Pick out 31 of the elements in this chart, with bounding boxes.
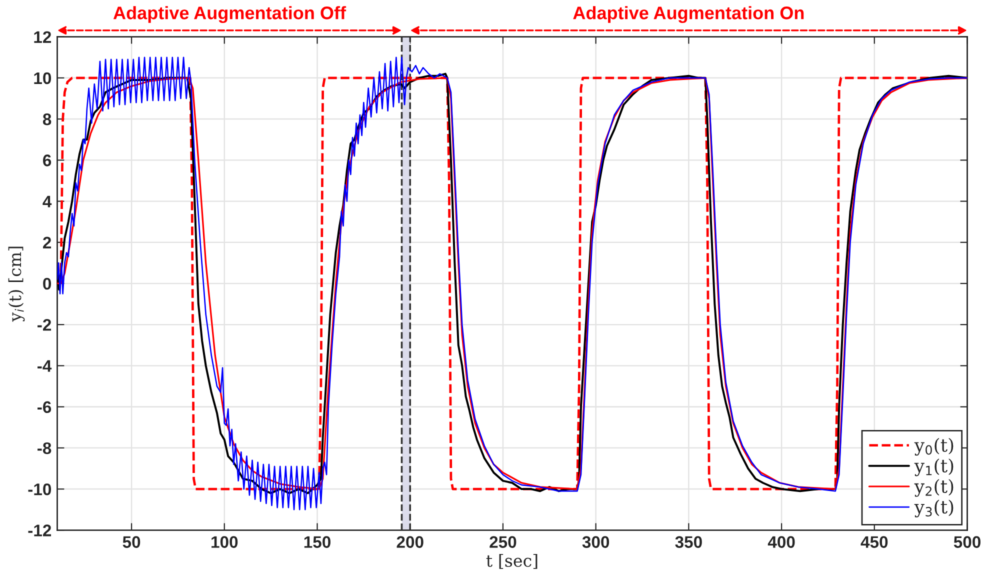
x-axis-title: t [sec]: [486, 554, 538, 569]
y-tick-label: 2: [43, 236, 52, 248]
y-tick-label: -12: [28, 524, 52, 536]
x-tick-label: 200: [396, 536, 424, 548]
legend-label: y$_{2}$(t): [914, 479, 954, 497]
text: Adaptive Augmentation On: [573, 6, 804, 23]
x-tick-label: 500: [954, 536, 980, 548]
y-tick-label: 4: [42, 196, 52, 208]
text: Adaptive Augmentation Off: [113, 6, 346, 23]
y-tick-label: 12: [34, 31, 52, 43]
y-tick-label: -10: [28, 483, 52, 496]
legend-label: y$_{3}$(t): [914, 500, 954, 518]
x-tick-label: 150: [304, 536, 330, 548]
x-tick-label: 300: [582, 536, 610, 548]
y-tick-label: -2: [38, 318, 52, 331]
x-tick-label: 100: [212, 536, 238, 548]
y-tick-label: 0: [43, 278, 52, 290]
y-axis-title: y$_{i}$(t) [cm]: [8, 246, 25, 322]
y-tick-label: 6: [43, 154, 52, 166]
y-tick-label: 10: [34, 72, 52, 84]
y-tick-label: -6: [38, 401, 52, 414]
x-tick-label: 450: [860, 536, 888, 548]
x-tick-label: 250: [490, 536, 516, 548]
legend-label: y$_{0}$(t): [914, 438, 954, 456]
legend-label: y$_{1}$(t): [914, 458, 954, 476]
y-tick-label: 8: [42, 113, 52, 126]
x-tick-label: 400: [768, 536, 795, 548]
y-tick-label: -8: [38, 442, 52, 454]
x-tick-label: 50: [122, 536, 140, 548]
y-tick-label: -4: [38, 360, 52, 372]
x-tick-label: 350: [675, 536, 702, 548]
